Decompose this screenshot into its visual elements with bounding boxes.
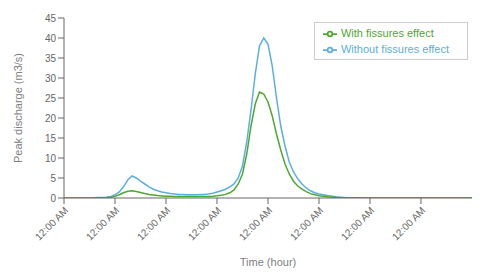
svg-text:40: 40 xyxy=(45,33,57,44)
svg-text:35: 35 xyxy=(45,53,57,64)
svg-text:Time (hour): Time (hour) xyxy=(240,256,296,268)
svg-text:Peak discharge (m3/s): Peak discharge (m3/s) xyxy=(12,53,24,163)
svg-text:0: 0 xyxy=(50,193,56,204)
svg-text:12:00 AM: 12:00 AM xyxy=(135,205,173,243)
svg-text:12:00 AM: 12:00 AM xyxy=(186,205,224,243)
svg-text:25: 25 xyxy=(45,93,57,104)
svg-text:30: 30 xyxy=(45,73,57,84)
html-text:With fissures effect: With fissures effect xyxy=(341,27,434,39)
svg-text:12:00 AM: 12:00 AM xyxy=(33,205,71,243)
svg-text:15: 15 xyxy=(45,133,57,144)
svg-text:12:00 AM: 12:00 AM xyxy=(84,205,122,243)
svg-text:12:00 AM: 12:00 AM xyxy=(339,205,377,243)
svg-text:10: 10 xyxy=(45,153,57,164)
svg-text:12:00 AM: 12:00 AM xyxy=(288,205,326,243)
svg-text:20: 20 xyxy=(45,113,57,124)
svg-text:5: 5 xyxy=(50,173,56,184)
svg-text:45: 45 xyxy=(45,13,57,24)
html-text:Without fissures effect: Without fissures effect xyxy=(341,43,449,56)
svg-text:12:00 AM: 12:00 AM xyxy=(237,205,275,243)
svg-text:12:00 AM: 12:00 AM xyxy=(390,205,428,243)
